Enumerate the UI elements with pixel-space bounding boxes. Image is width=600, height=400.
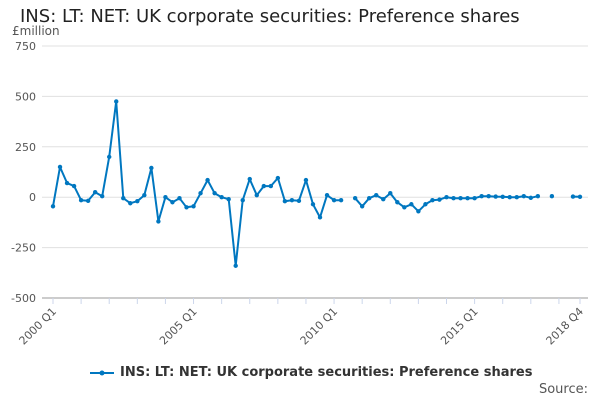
y-tick-label: 0 [29, 191, 36, 204]
y-tick-label: 750 [15, 40, 36, 53]
legend[interactable]: INS: LT: NET: UK corporate securities: P… [90, 365, 532, 380]
data-point [352, 196, 358, 201]
data-point [156, 219, 161, 224]
data-point [535, 193, 541, 199]
data-point [458, 196, 463, 201]
legend-line-marker-icon [90, 370, 114, 375]
data-point [114, 99, 119, 104]
data-point [303, 177, 309, 183]
data-point [142, 192, 147, 198]
data-point [577, 194, 583, 199]
data-point [149, 165, 154, 171]
data-point [402, 205, 407, 210]
data-point [324, 192, 330, 198]
y-tick-label: -500 [11, 292, 36, 305]
data-point [409, 202, 414, 207]
data-point [254, 192, 259, 198]
data-point [282, 199, 288, 204]
data-point [78, 198, 84, 203]
data-point [388, 190, 393, 196]
data-point [472, 196, 477, 201]
data-point [395, 200, 400, 205]
source-label: Source: [538, 382, 588, 397]
data-point [64, 180, 70, 186]
data-point [430, 198, 435, 203]
data-point [514, 195, 519, 200]
data-point [381, 197, 386, 202]
data-point [465, 196, 470, 201]
data-point [289, 198, 295, 203]
data-point [212, 190, 217, 196]
data-point [177, 196, 182, 201]
data-point [479, 193, 484, 199]
x-tick-label: 2015 Q1 [438, 305, 481, 348]
data-point [416, 209, 421, 214]
data-point [310, 202, 316, 207]
data-point [170, 200, 175, 205]
data-point [268, 183, 274, 189]
x-tick-label: 2005 Q1 [157, 305, 200, 348]
data-point [296, 198, 302, 204]
x-tick-label: 2010 Q1 [298, 305, 341, 348]
x-tick-label: 2000 Q1 [17, 305, 60, 348]
data-point [50, 204, 56, 209]
data-point [240, 198, 245, 203]
data-point [128, 201, 133, 206]
data-point [247, 176, 252, 182]
y-tick-label: -250 [11, 242, 36, 255]
y-tick-label: 500 [15, 90, 36, 103]
data-point [374, 192, 379, 198]
data-point [500, 194, 505, 199]
data-point [107, 154, 112, 160]
data-point [507, 195, 512, 200]
data-point [367, 196, 372, 201]
data-point [317, 215, 323, 220]
data-point [85, 198, 91, 204]
data-point [359, 204, 365, 209]
data-point [191, 204, 196, 209]
data-point [570, 194, 576, 199]
data-point [233, 263, 238, 268]
data-point [184, 205, 189, 210]
data-point [444, 195, 449, 200]
data-point [331, 198, 337, 203]
series-line [52, 100, 581, 267]
data-point [275, 175, 281, 181]
data-point [135, 199, 140, 204]
data-point [261, 183, 266, 189]
data-point [437, 197, 442, 202]
data-point [338, 198, 344, 203]
data-point [57, 164, 63, 170]
legend-label: INS: LT: NET: UK corporate securities: P… [120, 365, 533, 380]
data-point [451, 196, 456, 201]
data-point [205, 177, 210, 183]
data-point [493, 194, 498, 199]
data-point [219, 195, 224, 200]
data-point [528, 195, 534, 201]
y-axis-label: £million [12, 24, 60, 38]
data-point [198, 190, 203, 196]
data-point [226, 197, 231, 202]
data-point [486, 193, 491, 199]
data-point [121, 196, 126, 201]
data-point [71, 183, 77, 189]
data-point [92, 189, 98, 195]
x-tick-label: 2018 Q4 [544, 305, 587, 348]
data-point [163, 195, 168, 200]
data-point [99, 193, 105, 199]
data-point [549, 193, 555, 199]
data-point [521, 193, 526, 199]
chart-title: INS: LT: NET: UK corporate securities: P… [20, 6, 520, 27]
y-tick-label: 250 [15, 141, 36, 154]
data-point [423, 202, 428, 207]
